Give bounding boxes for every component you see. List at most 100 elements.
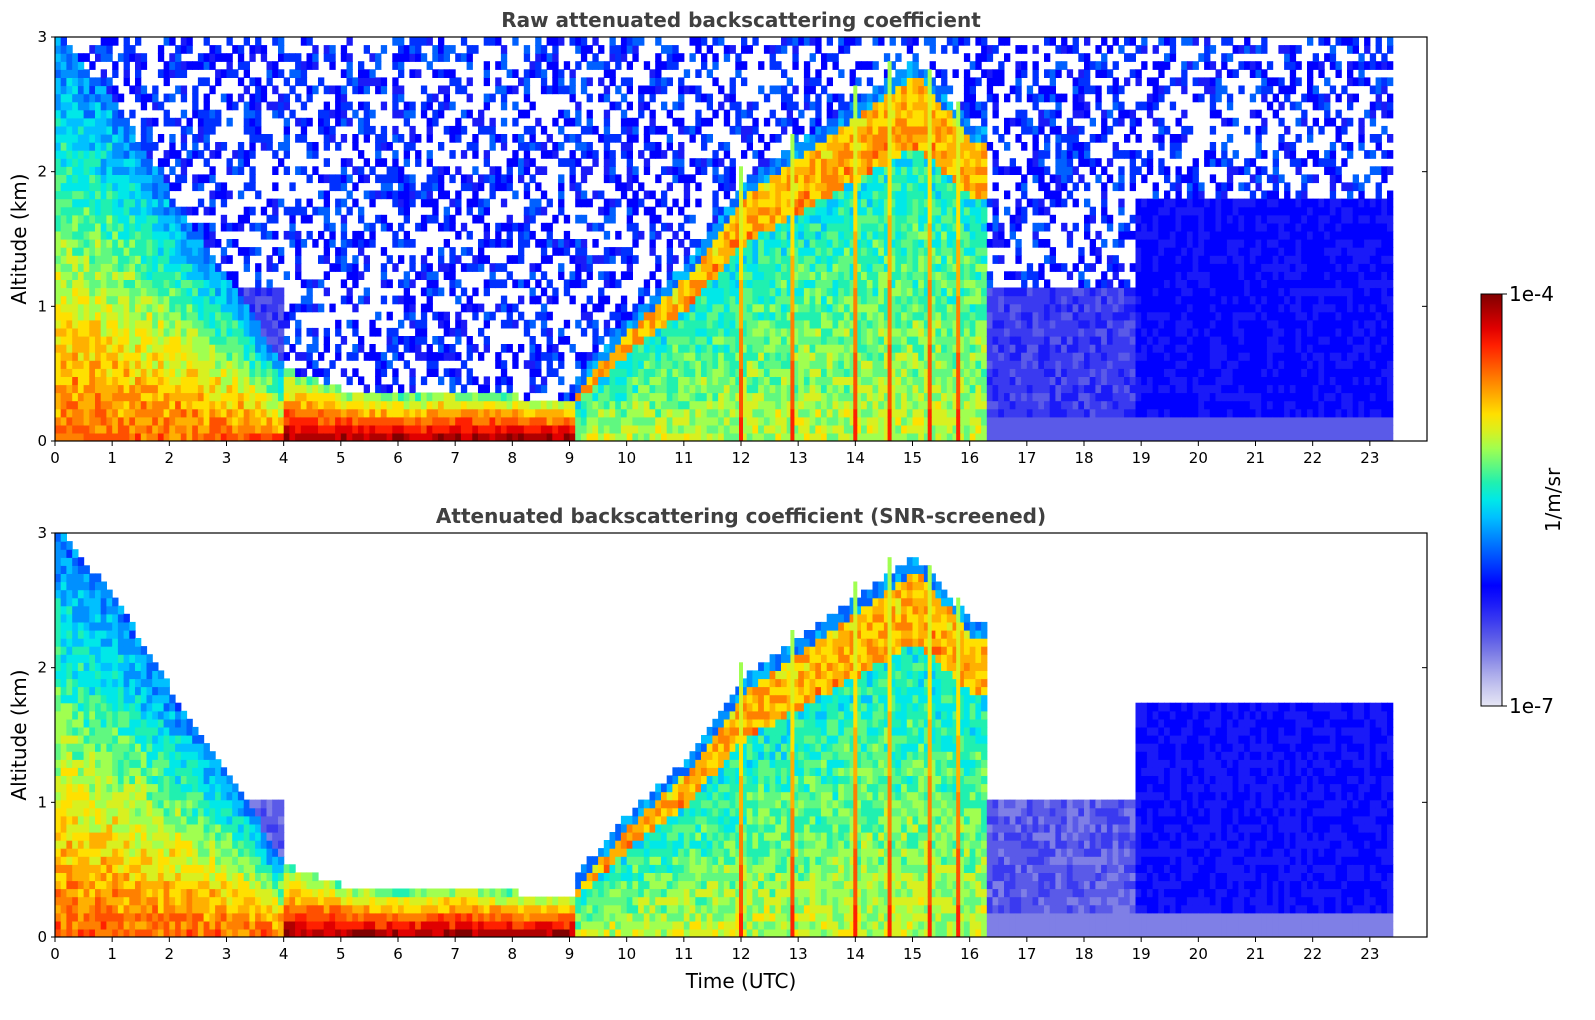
heatmap-cell — [729, 101, 736, 111]
heatmap-cell — [655, 336, 662, 345]
heatmap-cell — [392, 37, 399, 46]
heatmap-cell — [278, 376, 285, 386]
heatmap-cell — [192, 384, 199, 394]
heatmap-cell — [758, 384, 765, 394]
heatmap-cell — [821, 368, 828, 377]
heatmap-cell — [380, 424, 388, 434]
heatmap-cell — [215, 311, 222, 321]
heatmap-cell — [163, 247, 170, 256]
heatmap-cell — [735, 287, 742, 297]
heatmap-cell — [72, 368, 79, 377]
heatmap-cell — [838, 432, 845, 441]
heatmap-cell — [569, 174, 576, 184]
heatmap-cell — [449, 247, 456, 256]
heatmap-cell — [66, 271, 73, 280]
heatmap-cell — [432, 69, 439, 78]
heatmap-cell — [620, 368, 628, 377]
heatmap-cell — [232, 239, 239, 248]
heatmap-cell — [849, 336, 856, 345]
heatmap-cell — [855, 214, 862, 224]
heatmap-cell — [792, 416, 799, 426]
heatmap-cell — [689, 271, 696, 280]
heatmap-cell — [849, 271, 856, 280]
heatmap-cell — [781, 408, 788, 418]
heatmap-cell — [729, 158, 736, 167]
heatmap-cell — [260, 352, 268, 361]
heatmap-cell — [255, 247, 262, 256]
heatmap-cell — [781, 263, 788, 272]
heatmap-cell — [815, 336, 822, 345]
heatmap-cell — [146, 247, 153, 256]
heatmap-cell — [180, 166, 188, 175]
heatmap-cell — [55, 125, 62, 135]
heatmap-cell — [409, 424, 416, 434]
heatmap-cell — [432, 352, 439, 361]
heatmap-cell — [586, 77, 593, 87]
heatmap-cell — [289, 214, 296, 224]
heatmap-cell — [758, 432, 765, 441]
heatmap-cell — [403, 182, 410, 192]
heatmap-cell — [775, 408, 782, 418]
heatmap-cell — [878, 150, 885, 159]
heatmap-cell — [175, 45, 182, 54]
heatmap-cell — [375, 150, 382, 159]
heatmap-cell — [718, 174, 725, 184]
heatmap-cell — [712, 319, 719, 329]
heatmap-cell — [89, 93, 96, 103]
heatmap-cell — [655, 424, 662, 434]
heatmap-cell — [186, 376, 193, 386]
heatmap-cell — [643, 311, 651, 321]
heatmap-cell — [255, 352, 262, 361]
heatmap-cell — [843, 109, 851, 119]
heatmap-cell — [157, 158, 165, 167]
heatmap-cell — [712, 158, 719, 167]
heatmap-cell — [386, 142, 393, 151]
heatmap-cell — [792, 311, 799, 321]
heatmap-cell — [260, 93, 268, 103]
heatmap-cell — [478, 174, 485, 184]
heatmap-cell — [443, 416, 450, 426]
heatmap-cell — [786, 222, 793, 232]
heatmap-cell — [426, 416, 433, 426]
heatmap-cell — [775, 295, 782, 305]
heatmap-cell — [55, 311, 62, 321]
heatmap-cell — [220, 271, 228, 280]
heatmap-cell — [157, 214, 165, 224]
heatmap-cell — [649, 416, 656, 426]
heatmap-cell — [483, 158, 490, 167]
heatmap-cell — [83, 416, 90, 426]
heatmap-cell — [323, 158, 330, 167]
heatmap-cell — [872, 182, 879, 192]
heatmap-cell — [815, 400, 822, 410]
heatmap-cell — [729, 247, 736, 256]
heatmap-cell — [678, 327, 685, 337]
heatmap-cell — [649, 327, 656, 337]
heatmap-cell — [237, 150, 245, 159]
heatmap-cell — [306, 174, 313, 184]
heatmap-cell — [306, 416, 313, 426]
heatmap-cell — [438, 190, 445, 200]
heatmap-cell — [746, 222, 753, 232]
heatmap-cell — [763, 222, 771, 232]
heatmap-cell — [380, 45, 388, 54]
heatmap-cell — [832, 352, 839, 361]
heatmap-cell — [209, 319, 216, 329]
heatmap-cell — [838, 408, 845, 418]
heatmap-cell — [249, 206, 256, 216]
heatmap-cell — [352, 327, 359, 337]
heatmap-cell — [535, 45, 542, 54]
heatmap-cell — [552, 77, 559, 87]
heatmap-cell — [140, 432, 148, 441]
heatmap-cell — [237, 287, 245, 297]
heatmap-cell — [186, 336, 193, 345]
heatmap-cell — [192, 303, 199, 313]
heatmap-cell — [489, 93, 496, 103]
heatmap-cell — [392, 336, 399, 345]
heatmap-cell — [666, 53, 673, 62]
heatmap-cell — [626, 214, 633, 224]
heatmap-cell — [249, 376, 256, 386]
heatmap-cell — [232, 392, 239, 402]
heatmap-cell — [192, 360, 199, 369]
heatmap-cell — [752, 271, 759, 280]
heatmap-cell — [798, 424, 805, 434]
